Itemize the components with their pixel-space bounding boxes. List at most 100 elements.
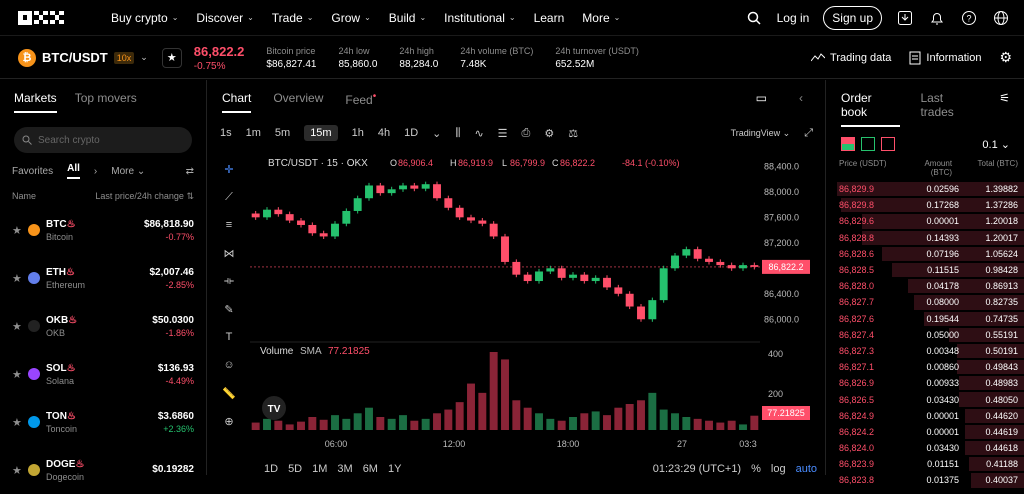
information-button[interactable]: Information xyxy=(909,51,981,65)
log-toggle[interactable]: log xyxy=(770,463,786,475)
nav-buy-crypto[interactable]: Buy crypto ⌄ xyxy=(102,11,187,25)
help-icon[interactable]: ? xyxy=(960,9,978,27)
star-icon[interactable]: ★ xyxy=(12,464,22,477)
range-1M[interactable]: 1M xyxy=(312,463,328,475)
nav-trade[interactable]: Trade ⌄ xyxy=(263,11,323,25)
tradingview-toggle[interactable]: TradingView ⌄ xyxy=(730,127,791,138)
interval-5m[interactable]: 5m xyxy=(274,127,291,139)
ask-row[interactable]: 86,826.9 0.00933 0.48983 xyxy=(827,375,1024,391)
ruler-icon[interactable]: 📏 xyxy=(222,387,236,400)
star-icon[interactable]: ★ xyxy=(12,272,22,285)
ask-row[interactable]: 86,828.6 0.07196 1.05624 xyxy=(827,246,1024,262)
range-1D[interactable]: 1D xyxy=(264,463,279,475)
nav-institutional[interactable]: Institutional ⌄ xyxy=(435,11,524,25)
ask-row[interactable]: 86,829.6 0.00001 1.20018 xyxy=(827,213,1024,229)
brush-icon[interactable]: ✎ xyxy=(224,303,234,316)
market-row[interactable]: ★ SOL♨ Solana $136.93 -4.49% xyxy=(0,350,206,398)
ask-row[interactable]: 86,827.4 0.05000 0.55191 xyxy=(827,327,1024,343)
horizontal-lines-icon[interactable]: ≡ xyxy=(225,219,233,231)
ask-row[interactable]: 86,823.9 0.01151 0.41188 xyxy=(827,456,1024,472)
indicators-icon[interactable]: ∿ xyxy=(474,127,484,140)
ask-row[interactable]: 86,827.6 0.19544 0.74735 xyxy=(827,311,1024,327)
market-row[interactable]: ★ DOGE♨ Dogecoin $0.19282 xyxy=(0,446,206,494)
text-icon[interactable]: T xyxy=(225,331,233,343)
ask-row[interactable]: 86,827.1 0.00860 0.49843 xyxy=(827,359,1024,375)
ask-row[interactable]: 86,824.2 0.00001 0.44619 xyxy=(827,424,1024,440)
range-1Y[interactable]: 1Y xyxy=(387,463,402,475)
ask-row[interactable]: 86,828.0 0.04178 0.86913 xyxy=(827,278,1024,294)
filter-all[interactable]: All xyxy=(67,163,80,179)
bell-icon[interactable] xyxy=(928,9,946,27)
col-price[interactable]: Last price/24h change ⇅ xyxy=(95,191,194,201)
measure-icon[interactable]: ⟛ xyxy=(224,274,234,287)
nav-discover[interactable]: Discover ⌄ xyxy=(187,11,262,25)
price-chart[interactable]: 88,400.0 88,000.0 87,600.0 87,200.0 86,400.0… xyxy=(250,152,820,457)
ask-row[interactable]: 86,829.9 0.02596 1.39882 xyxy=(827,181,1024,197)
tab-overview[interactable]: Overview xyxy=(273,91,324,105)
interval-15m[interactable]: 15m xyxy=(304,125,338,141)
tab-markets[interactable]: Markets xyxy=(14,91,57,113)
percent-toggle[interactable]: % xyxy=(751,463,761,475)
search-icon[interactable] xyxy=(745,9,763,27)
market-row[interactable]: ★ BTC♨ Bitcoin $86,818.90 -0.77% xyxy=(0,206,206,254)
layout-icon[interactable]: ☰ xyxy=(497,127,508,140)
ask-row[interactable]: 86,824.0 0.03430 0.44618 xyxy=(827,440,1024,456)
template-icon[interactable]: ⎙ xyxy=(521,126,531,139)
view-asks-icon[interactable] xyxy=(881,137,895,151)
candles-icon[interactable]: ⫼ xyxy=(455,126,461,139)
star-icon[interactable]: ★ xyxy=(12,368,22,381)
chart-settings-icon[interactable]: ⚙ xyxy=(544,127,555,140)
star-icon[interactable]: ★ xyxy=(12,224,22,237)
nav-learn[interactable]: Learn xyxy=(525,11,574,25)
scale-icon[interactable]: ⚖ xyxy=(568,127,579,140)
tab-order-book[interactable]: Order book xyxy=(841,91,901,127)
nav-grow[interactable]: Grow ⌄ xyxy=(322,11,379,25)
trading-data-button[interactable]: Trading data xyxy=(811,52,891,64)
ask-row[interactable]: 86,827.7 0.08000 0.82735 xyxy=(827,294,1024,310)
login-link[interactable]: Log in xyxy=(776,10,810,25)
okx-logo[interactable] xyxy=(18,10,64,25)
crosshair-icon[interactable]: ✛ xyxy=(224,163,234,176)
market-row[interactable]: ★ ETH♨ Ethereum $2,007.46 -2.85% xyxy=(0,254,206,302)
swap-icon[interactable]: ⇄ xyxy=(185,165,194,177)
star-icon[interactable]: ★ xyxy=(12,320,22,333)
filter-more[interactable]: More ⌄ xyxy=(111,165,146,177)
tab-last-trades[interactable]: Last trades xyxy=(920,91,954,119)
tab-chart[interactable]: Chart xyxy=(222,91,252,113)
emoji-icon[interactable]: ☺ xyxy=(223,359,235,371)
maximize-icon[interactable]: ▭ xyxy=(755,91,767,105)
ask-row[interactable]: 86,826.5 0.03430 0.48050 xyxy=(827,391,1024,407)
step-selector[interactable]: 0.1 ⌄ xyxy=(982,138,1010,151)
range-6M[interactable]: 6M xyxy=(362,463,378,475)
nav-more[interactable]: More ⌄ xyxy=(573,11,629,25)
fullscreen-icon[interactable]: ⤢ xyxy=(804,126,813,139)
globe-icon[interactable] xyxy=(992,9,1010,27)
chevron-left-icon[interactable]: ‹ xyxy=(799,91,803,105)
chevron-right-icon[interactable]: › xyxy=(93,165,98,177)
view-both-icon[interactable] xyxy=(841,137,855,151)
market-row[interactable]: ★ OKB♨ OKB $50.0300 -1.86% xyxy=(0,302,206,350)
interval-1D[interactable]: 1D xyxy=(404,127,419,139)
tab-feed[interactable]: Feed• xyxy=(345,91,377,107)
ask-row[interactable]: 86,827.3 0.00348 0.50191 xyxy=(827,343,1024,359)
trendline-icon[interactable]: ⟋ xyxy=(225,190,233,203)
interval-1s[interactable]: 1s xyxy=(220,127,232,139)
ask-row[interactable]: 86,824.9 0.00001 0.44620 xyxy=(827,408,1024,424)
ask-row[interactable]: 86,828.8 0.14393 1.20017 xyxy=(827,230,1024,246)
market-row[interactable]: ★ TON♨ Toncoin $3.6860 +2.36% xyxy=(0,398,206,446)
interval-1h[interactable]: 1h xyxy=(351,127,364,139)
ask-row[interactable]: 86,829.8 0.17268 1.37286 xyxy=(827,197,1024,213)
settings-gear-icon[interactable]: ⚙ xyxy=(999,49,1012,65)
pattern-icon[interactable]: ⋈ xyxy=(223,247,235,260)
interval-1m[interactable]: 1m xyxy=(245,127,261,139)
star-icon[interactable]: ★ xyxy=(12,416,22,429)
interval-4h[interactable]: 4h xyxy=(377,127,391,139)
range-5D[interactable]: 5D xyxy=(288,463,303,475)
interval-dropdown[interactable]: ⌄ xyxy=(432,127,442,140)
view-bids-icon[interactable] xyxy=(861,137,875,151)
pair-selector[interactable]: BTC/USDT xyxy=(42,50,108,65)
filter-sliders-icon[interactable]: ⚟ xyxy=(999,91,1010,105)
signup-button[interactable]: Sign up xyxy=(823,5,882,30)
chevron-down-icon[interactable]: ⌄ xyxy=(140,52,148,62)
nav-build[interactable]: Build ⌄ xyxy=(380,11,435,25)
